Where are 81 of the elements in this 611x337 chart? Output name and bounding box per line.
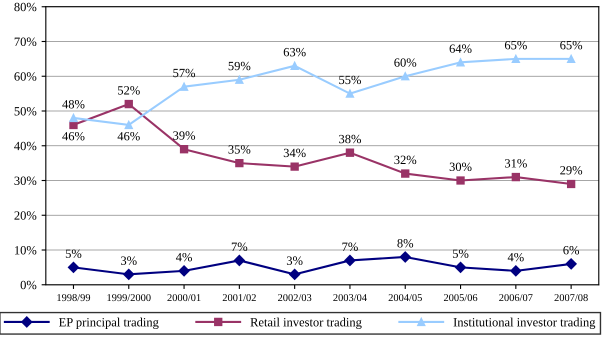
data-label: 38%	[339, 134, 361, 144]
data-label: 29%	[560, 166, 582, 175]
data-label: 3%	[121, 256, 137, 265]
data-label: 3%	[286, 256, 303, 265]
point	[289, 268, 300, 280]
point	[69, 114, 78, 122]
point	[456, 176, 465, 185]
point	[400, 251, 411, 263]
point	[566, 180, 576, 188]
legend-label: EP principal trading	[59, 318, 159, 330]
data-label: 55%	[339, 76, 361, 84]
x-tick-label: 2002/03	[278, 294, 312, 302]
y-tick-label: 80%	[14, 2, 36, 12]
y-tick-label: 50%	[14, 107, 36, 116]
legend-label: Retail investor trading	[250, 318, 362, 330]
data-label: 46%	[62, 132, 85, 140]
data-label: 7%	[232, 242, 248, 251]
x-tick-label: 2005/06	[444, 294, 478, 302]
point	[401, 72, 410, 80]
x-tick-label: 2003/04	[333, 294, 367, 302]
point	[68, 262, 80, 273]
y-tick-label: 70%	[14, 38, 36, 46]
point	[566, 54, 576, 64]
x-tick-label: 1998/99	[57, 294, 90, 302]
data-label: 8%	[397, 239, 414, 248]
point	[344, 254, 356, 266]
data-label: 30%	[450, 162, 472, 172]
data-label: 4%	[508, 252, 524, 262]
x-tick-label: 1999/2000	[107, 294, 151, 302]
x-tick-label: 2004/05	[388, 294, 422, 302]
x-tick-label: 2000/01	[167, 294, 201, 302]
data-label: 46%	[118, 132, 140, 140]
x-tick-label: 2006/07	[499, 294, 533, 302]
point	[454, 262, 466, 273]
legend-label: Institutional investor trading	[454, 318, 596, 330]
x-tick-label: 2001/02	[222, 294, 256, 302]
data-label: 32%	[394, 156, 416, 164]
data-label: 31%	[504, 159, 527, 168]
data-label: 64%	[450, 44, 472, 53]
data-label: 65%	[504, 40, 527, 50]
data-label: 35%	[228, 145, 250, 154]
point	[234, 254, 245, 266]
data-label: 57%	[173, 68, 196, 78]
data-label: 4%	[176, 252, 192, 262]
point	[180, 82, 188, 91]
data-label: 60%	[394, 58, 416, 67]
y-tick-label: 60%	[14, 72, 36, 81]
point	[124, 120, 133, 130]
y-tick-label: 10%	[14, 246, 36, 255]
point	[180, 145, 188, 154]
point	[124, 100, 133, 108]
point	[510, 265, 522, 276]
data-label: 34%	[284, 148, 306, 158]
point	[235, 158, 244, 168]
point	[456, 58, 465, 67]
data-label: 63%	[284, 48, 306, 56]
data-label: 52%	[118, 86, 140, 95]
point	[566, 258, 577, 270]
data-label: 5%	[452, 249, 468, 258]
point	[123, 268, 134, 280]
point	[512, 54, 520, 64]
point	[346, 148, 354, 157]
point	[401, 169, 410, 178]
point	[290, 162, 299, 171]
data-label: 59%	[228, 62, 250, 70]
data-label: 39%	[173, 131, 196, 140]
y-tick-label: 0%	[20, 280, 36, 290]
point	[290, 62, 299, 70]
point	[346, 89, 354, 98]
point	[235, 76, 244, 84]
data-label: 5%	[66, 249, 82, 258]
point	[178, 265, 190, 276]
data-label: 65%	[560, 40, 582, 50]
y-tick-label: 30%	[14, 176, 36, 186]
data-label: 48%	[62, 100, 85, 109]
data-label: 7%	[342, 242, 358, 251]
point	[512, 172, 520, 182]
x-tick-label: 2007/08	[554, 294, 588, 302]
y-tick-label: 40%	[14, 142, 36, 150]
data-label: 6%	[563, 246, 580, 254]
y-tick-label: 20%	[14, 211, 36, 220]
